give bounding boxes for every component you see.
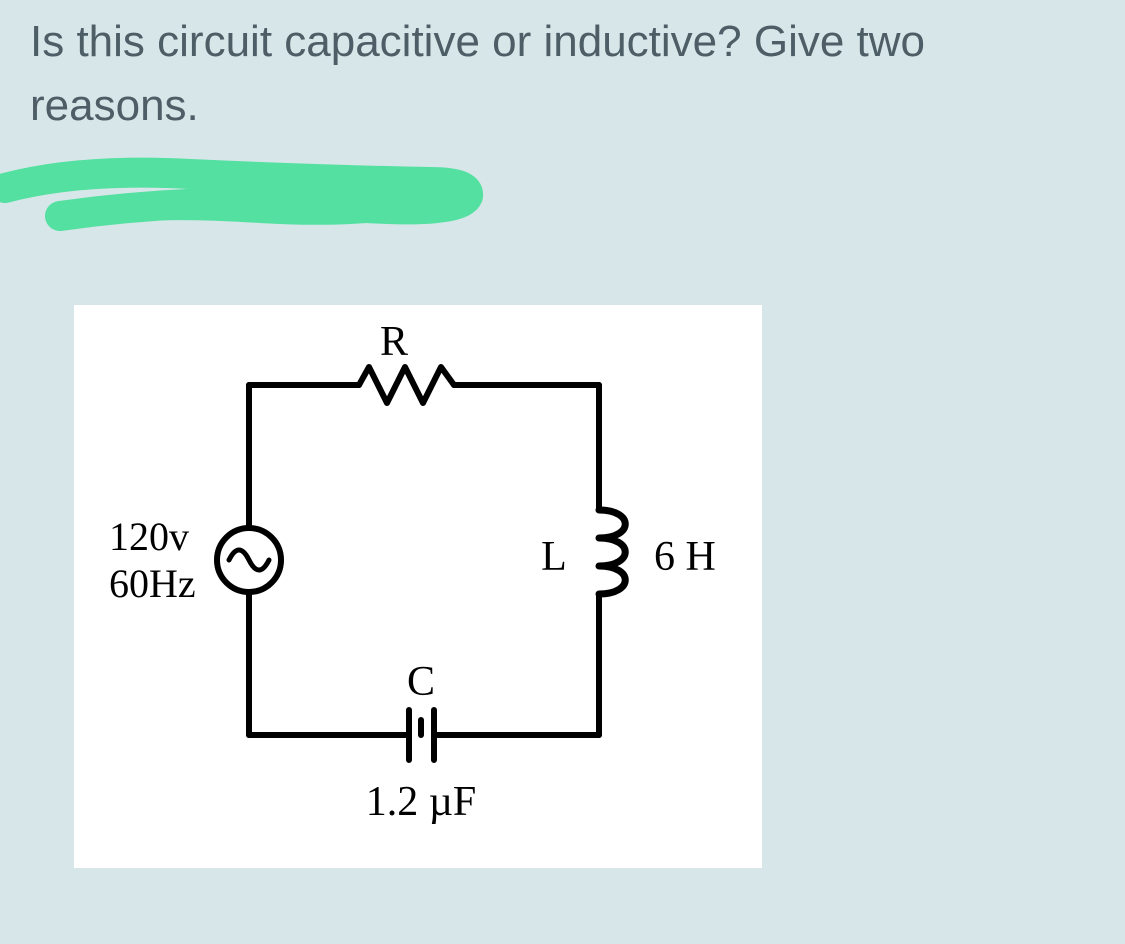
capacitor-label: C <box>407 659 435 705</box>
inductor-icon <box>599 510 625 594</box>
inductor-label: L <box>541 534 567 580</box>
capacitor-value-label: 1.2 µF <box>366 779 477 825</box>
highlight-stroke-2 <box>60 202 420 216</box>
highlight-scribble <box>0 150 500 270</box>
question-text: Is this circuit capacitive or inductive?… <box>30 10 1085 138</box>
page: Is this circuit capacitive or inductive?… <box>0 0 1125 944</box>
sine-icon <box>229 550 269 570</box>
source-voltage-label: 120v <box>109 514 189 559</box>
circuit-panel: R 120v 60Hz L 6 H C 1.2 µF <box>74 305 762 868</box>
resistor-label: R <box>380 319 408 365</box>
circuit-diagram: R 120v 60Hz L 6 H C 1.2 µF <box>74 305 762 868</box>
resistor-icon <box>359 367 454 403</box>
inductor-value-label: 6 H <box>654 534 716 580</box>
source-frequency-label: 60Hz <box>109 561 196 606</box>
highlight-stroke-1 <box>5 173 468 216</box>
